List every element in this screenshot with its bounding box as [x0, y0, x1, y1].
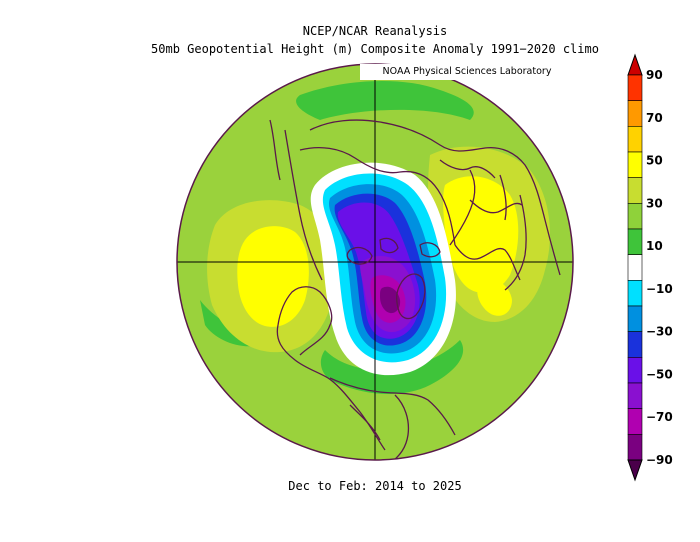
- colorbar-tick-label: −30: [646, 325, 673, 339]
- coastlines: [269, 119, 561, 460]
- period-label: Dec to Feb: 2014 to 2025: [288, 479, 462, 493]
- colorbar-segment: [627, 434, 643, 461]
- colorbar-arrow-top: [627, 53, 643, 76]
- colorbar-tick-label: 30: [646, 196, 663, 210]
- colorbar-segment: [627, 357, 643, 384]
- colorbar-tick-label: 50: [646, 154, 663, 168]
- field-band-green-south: [320, 340, 464, 395]
- colorbar-tick-label: −90: [646, 453, 673, 467]
- europe-positive-inner: [443, 176, 519, 293]
- colorbar-segment: [627, 228, 643, 255]
- colorbar-segment: [627, 203, 643, 230]
- colorbar-segment: [627, 305, 643, 332]
- credit-label: NOAA Physical Sciences Laboratory: [360, 64, 574, 80]
- colorbar-tick-label: −70: [646, 410, 673, 424]
- colorbar-segment: [627, 382, 643, 409]
- colorbar-segment: [627, 408, 643, 435]
- colorbar-segment: [627, 126, 643, 153]
- colorbar-segment: [627, 280, 643, 307]
- colorbar-tick-label: 70: [646, 111, 663, 125]
- chart-title: NCEP/NCAR Reanalysis: [302, 24, 448, 38]
- colorbar: 90 70 50 30 10 −10 −30 −50 −70 −90: [627, 53, 673, 482]
- chart-subtitle: 50mb Geopotential Height (m) Composite A…: [151, 42, 599, 56]
- negative-core: [380, 286, 401, 314]
- field-band-green-west: [200, 300, 260, 347]
- colorbar-segment: [627, 74, 643, 101]
- colorbar-segment: [627, 254, 643, 281]
- colorbar-tick-label: −50: [646, 367, 673, 381]
- field-band-green-north: [296, 80, 474, 120]
- map-field: [177, 64, 573, 460]
- colorbar-segment: [627, 151, 643, 178]
- colorbar-segment: [627, 331, 643, 358]
- colorbar-tick-label: 90: [646, 68, 663, 82]
- positive-small-east: [477, 278, 512, 316]
- colorbar-segment: [627, 177, 643, 204]
- colorbar-tick-label: 10: [646, 239, 663, 253]
- colorbar-tick-label: −10: [646, 282, 673, 296]
- pacific-positive-inner: [237, 226, 309, 327]
- colorbar-segment: [627, 100, 643, 127]
- colorbar-arrow-bottom: [627, 459, 643, 482]
